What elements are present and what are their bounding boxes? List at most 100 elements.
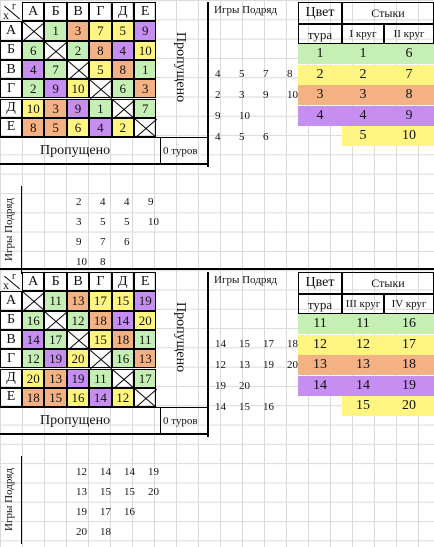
skipped-vertical-label: Пропущено [173, 302, 188, 373]
matrix-cell: 4 [111, 40, 134, 60]
games-in-row-value: 14 [215, 401, 226, 413]
games-in-row-vertical-label: Игры Подряд [3, 198, 15, 261]
cross-icon [23, 22, 45, 42]
matrix-cell: 5 [111, 21, 134, 41]
matrix-cell: 14 [22, 329, 45, 350]
skipped-horizontal-label: Пропущено [40, 143, 111, 159]
matrix-cell: 9 [66, 98, 90, 118]
cross-icon [112, 369, 135, 389]
games-in-row-bottom-value: 15 [124, 486, 135, 498]
games-in-row-value: 9 [263, 89, 269, 101]
matrix-cell: 12 [111, 387, 134, 408]
matrix-cell: 17 [44, 329, 67, 350]
row-header: Е [0, 387, 22, 408]
matrix-cell: 17 [134, 368, 157, 388]
frame-right [207, 272, 209, 438]
games-in-row-value: 19 [263, 359, 274, 371]
matrix-cell: 18 [111, 329, 134, 350]
round-b-cell: 7 [384, 64, 434, 85]
games-in-row-value: 6 [263, 131, 269, 143]
cross-icon [45, 41, 68, 61]
games-in-row-header: Игры Подряд [214, 274, 277, 286]
round-b-cell: 6 [384, 44, 434, 64]
diagonal-cell [89, 79, 113, 100]
games-in-row-bottom-value: 20 [148, 486, 159, 498]
diagonal-cell [44, 40, 68, 61]
games-in-row-bottom-value: 4 [100, 196, 106, 208]
color-header: Цвет [298, 272, 342, 294]
col-header: В [66, 2, 90, 22]
matrix-cell: 18 [89, 310, 112, 330]
games-in-row-bottom-value: 10 [76, 256, 87, 268]
matrix-cell: 14 [111, 310, 134, 330]
col-header: Е [134, 272, 157, 292]
round-b-header: IV круг [384, 294, 434, 314]
col-header: Б [44, 2, 67, 22]
color-header-sub: тура [298, 294, 342, 314]
diagonal-cell [66, 59, 90, 80]
round-a-cell: 13 [342, 355, 384, 375]
frame-bottom [0, 433, 208, 436]
cross-icon [135, 118, 157, 138]
col-header: Д [111, 272, 134, 292]
matrix-cell: 16 [22, 310, 45, 330]
matrix-cell: 15 [44, 387, 67, 408]
games-in-row-value: 20 [239, 380, 250, 392]
matrix-cell: 13 [66, 291, 90, 311]
games-in-row-value: 18 [287, 338, 298, 350]
round-a-cell: 11 [342, 314, 384, 334]
games-in-row-value: 3 [239, 89, 245, 101]
matrix-cell: 10 [134, 40, 157, 60]
games-in-row-bottom-value: 5 [100, 216, 106, 228]
games-in-row-value: 13 [239, 359, 250, 371]
matrix-cell: 4 [89, 117, 112, 138]
tours-label: 0 туров [163, 145, 198, 158]
matrix-cell: 9 [44, 79, 67, 99]
round-b-cell: 18 [384, 355, 434, 375]
bottom-sep [21, 456, 22, 544]
col-header: Г [89, 272, 112, 292]
games-in-row-vertical-label: Игры Подряд [3, 468, 15, 531]
games-in-row-bottom-value: 2 [76, 196, 82, 208]
frame-bottom [0, 163, 208, 166]
matrix-cell: 12 [66, 310, 90, 330]
games-in-row-bottom-value: 15 [100, 486, 111, 498]
games-in-row-value: 20 [287, 359, 298, 371]
matrix-cell: 5 [44, 117, 67, 138]
matrix-cell: 16 [66, 387, 90, 408]
diagonal-cell [89, 349, 113, 370]
games-in-row-bottom-value: 5 [124, 216, 130, 228]
games-in-row-bottom-value: 9 [76, 236, 82, 248]
row-header: Б [0, 310, 22, 330]
tour-color-cell: 1 [298, 44, 342, 64]
skipped-vertical-label: Пропущено [173, 32, 188, 103]
games-in-row-value: 4 [215, 68, 221, 80]
diagonal-cell [111, 368, 135, 389]
cross-icon [23, 292, 45, 312]
games-in-row-bottom-value: 13 [76, 486, 87, 498]
round-a-cell: 1 [342, 44, 384, 64]
games-in-row-bottom-value: 19 [76, 506, 87, 518]
matrix-cell: 9 [134, 21, 157, 41]
joints-header: Стыки [342, 2, 434, 24]
matrix-cell: 11 [89, 368, 112, 388]
games-in-row-bottom-value: 14 [100, 466, 111, 478]
cross-icon [45, 311, 68, 331]
matrix-cell: 19 [134, 291, 157, 311]
games-in-row-value: 14 [215, 338, 226, 350]
cross-icon [135, 388, 157, 408]
games-in-row-value: 10 [239, 110, 250, 122]
games-in-row-bottom-value: 12 [76, 466, 87, 478]
matrix-cell: 11 [44, 291, 67, 311]
joints-header: Стыки [342, 272, 434, 294]
round-b-cell: 9 [384, 105, 434, 126]
games-in-row-bottom-value: 4 [124, 196, 130, 208]
matrix-cell: 20 [134, 310, 157, 330]
col-header: Д [111, 2, 134, 22]
matrix-cell: 10 [22, 98, 45, 118]
col-header: Г [89, 2, 112, 22]
matrix-cell: 8 [89, 40, 112, 60]
corner-y: г [12, 271, 17, 282]
tour-color-cell: 4 [298, 105, 342, 126]
tours-label: 0 туров [163, 415, 198, 428]
